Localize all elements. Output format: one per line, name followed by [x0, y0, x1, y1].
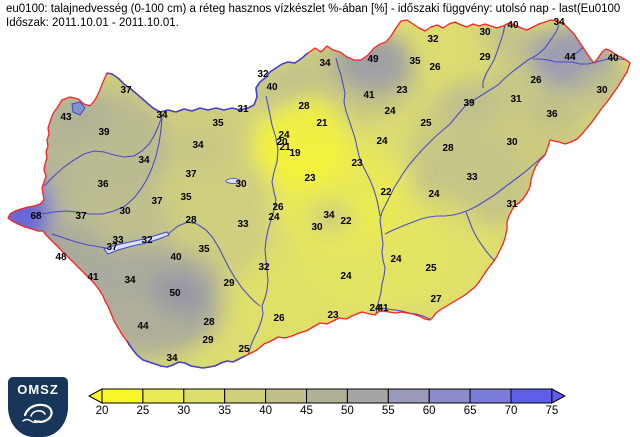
legend-tick-label: 55 [381, 405, 395, 417]
river-szamos [533, 57, 629, 65]
omsz-logo: OMSZ [8, 377, 68, 437]
legend-right-arrow [551, 388, 566, 404]
legend-tick-label: 70 [504, 405, 518, 417]
legend-segment [183, 388, 226, 404]
legend-tick-label: 30 [177, 405, 191, 417]
lake-velence [225, 178, 241, 184]
rivers [41, 24, 629, 358]
legend-tick-label: 40 [259, 405, 272, 417]
legend-segment [510, 388, 553, 404]
river-sio [167, 221, 261, 307]
page-title: eu0100: talajnedvesség (0-100 cm) a réte… [6, 3, 621, 15]
legend-tick-label: 20 [95, 405, 109, 417]
lake-ferto [71, 101, 86, 116]
legend-tick-label: 45 [300, 405, 313, 417]
hungary-border [7, 19, 631, 369]
legend-segment [428, 388, 471, 404]
river-zala [51, 233, 107, 249]
river-zagyva [335, 57, 381, 217]
river-koros-branch [465, 211, 496, 262]
legend-tick-label: 35 [218, 405, 232, 417]
legend-tick-label: 60 [422, 405, 436, 417]
border-river-danube-section [106, 52, 309, 113]
lake-balaton [103, 231, 170, 255]
river-koros [384, 150, 550, 235]
legend-left-arrow [87, 388, 103, 404]
legend-segment [265, 388, 308, 404]
page-subtitle: Időszak: 2011.10.01 - 2011.10.01. [6, 17, 179, 29]
river-raba [43, 113, 163, 187]
river-maros [376, 307, 431, 320]
legend-segment [306, 388, 348, 404]
border-river-drava-section [126, 340, 246, 369]
legend-tick-label: 50 [340, 405, 354, 417]
river-marcal [41, 117, 163, 215]
moisture-field [8, 20, 630, 368]
legend-segment [469, 388, 512, 404]
river-tisza [375, 24, 560, 315]
legend-segment [142, 388, 185, 404]
legend-tick-label: 65 [463, 405, 477, 417]
legend-segment [224, 388, 267, 404]
legend-segment [346, 388, 389, 404]
river-hernad [482, 24, 506, 88]
river-danube [246, 95, 279, 358]
legend-tick-label: 75 [545, 405, 559, 417]
legend-segment [101, 388, 144, 404]
wave-icon [22, 403, 53, 424]
omsz-logo-text: OMSZ [17, 382, 59, 397]
legend-segment [387, 388, 430, 404]
legend-tick-label: 25 [136, 405, 150, 417]
legend-bar [87, 388, 566, 404]
